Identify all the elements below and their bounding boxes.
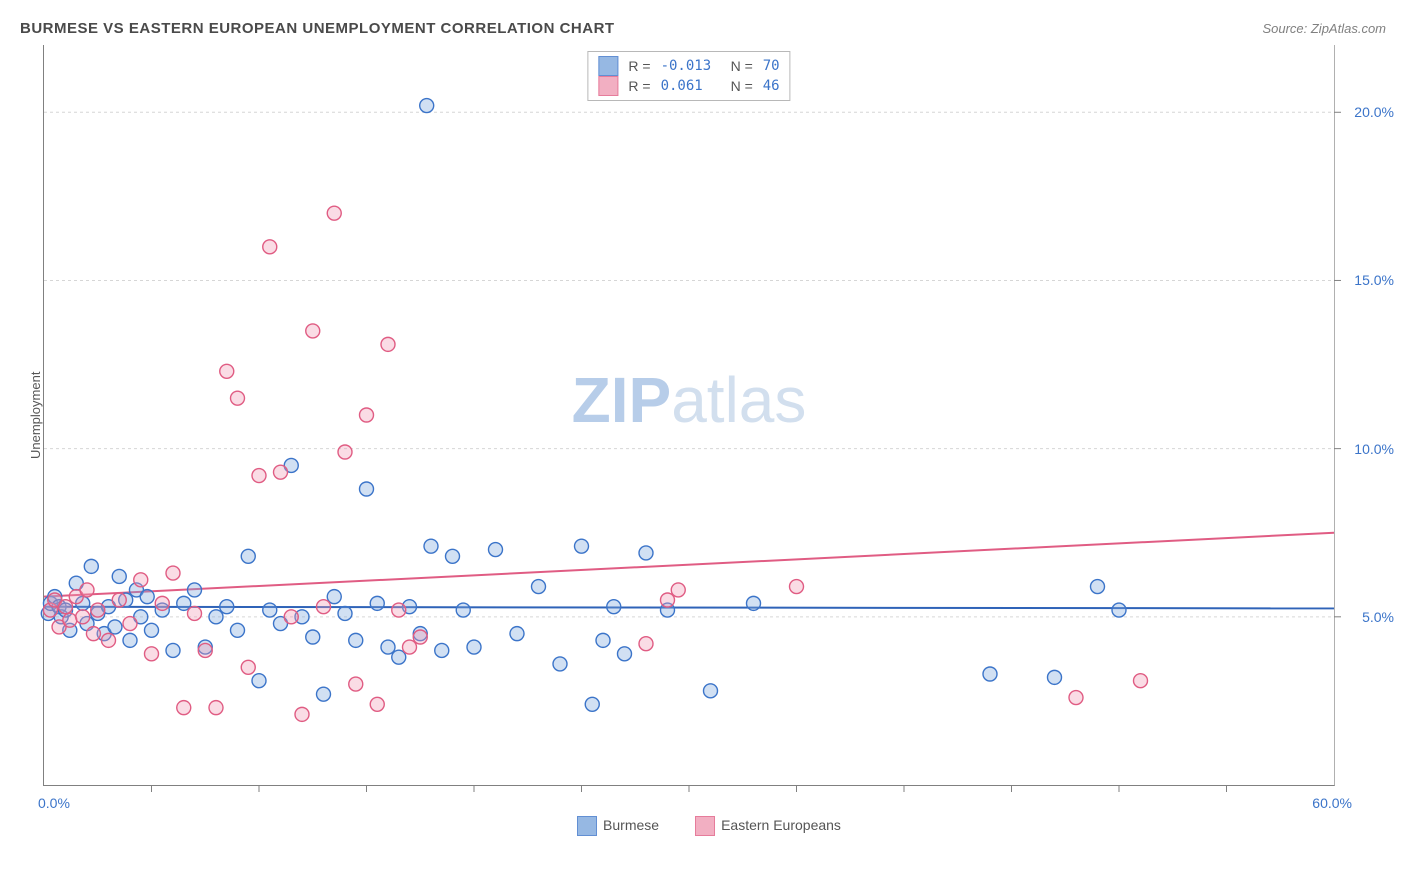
x-tick-min-label: 0.0% — [38, 795, 70, 811]
y-tick-label: 5.0% — [1362, 609, 1394, 625]
series-legend: Burmese Eastern Europeans — [20, 816, 1386, 836]
y-tick-label: 15.0% — [1354, 272, 1394, 288]
legend-row: R =-0.013N =70 — [598, 56, 779, 76]
legend-row: R =0.061N =46 — [598, 76, 779, 96]
correlation-legend: R =-0.013N =70R =0.061N =46 — [587, 51, 790, 101]
legend-item: Eastern Europeans — [683, 817, 841, 833]
chart-svg — [44, 45, 1334, 785]
legend-swatch — [695, 816, 715, 836]
y-tick-label: 10.0% — [1354, 441, 1394, 457]
legend-swatch — [577, 816, 597, 836]
x-tick-max-label: 60.0% — [1312, 795, 1352, 811]
scatter-plot: ZIPatlas R =-0.013N =70R =0.061N =46 0.0… — [43, 45, 1335, 786]
source-label: Source: ZipAtlas.com — [1262, 21, 1386, 36]
legend-item: Burmese — [565, 817, 659, 833]
legend-swatch — [598, 76, 618, 96]
y-tick-label: 20.0% — [1354, 104, 1394, 120]
chart-title: BURMESE VS EASTERN EUROPEAN UNEMPLOYMENT… — [20, 20, 615, 37]
y-axis-label: Unemployment — [20, 45, 43, 786]
legend-swatch — [598, 56, 618, 76]
